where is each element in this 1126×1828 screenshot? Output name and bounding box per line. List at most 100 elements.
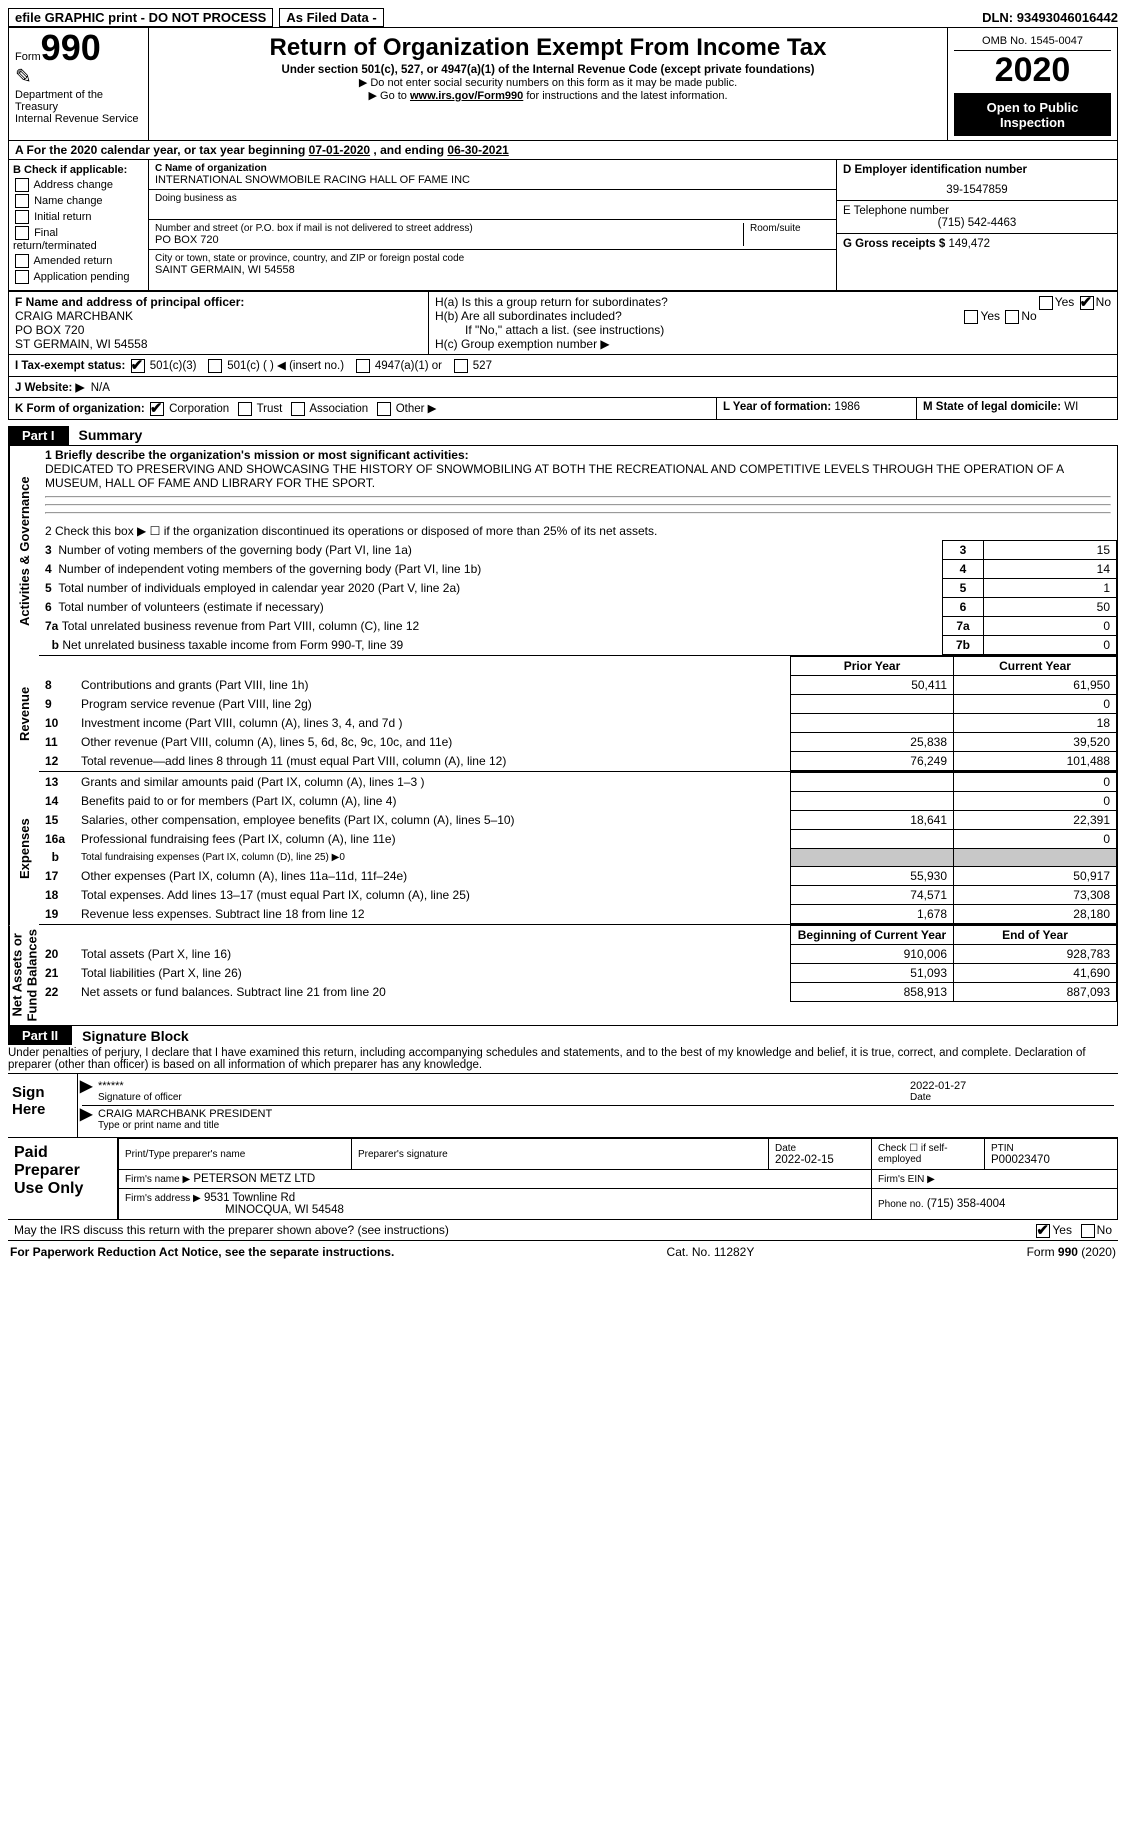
cb-other[interactable] xyxy=(377,402,391,416)
line-m: M State of legal domicile: WI xyxy=(917,398,1117,419)
vlabel-revenue: Revenue xyxy=(9,656,39,772)
val-6: 50 xyxy=(984,597,1117,616)
asfiled-label: As Filed Data - xyxy=(279,8,383,27)
val-7a: 0 xyxy=(984,616,1117,635)
subtitle-1: Under section 501(c), 527, or 4947(a)(1)… xyxy=(155,64,941,76)
dba-label: Doing business as xyxy=(155,193,830,204)
ein-value: 39-1547859 xyxy=(843,184,1111,196)
city-state-zip: SAINT GERMAIN, WI 54558 xyxy=(155,264,830,276)
phone-value: (715) 542-4463 xyxy=(843,217,1111,229)
printed-name-label: Type or print name and title xyxy=(98,1120,1110,1131)
d-label: D Employer identification number xyxy=(843,164,1111,176)
footer-center: Cat. No. 11282Y xyxy=(667,1245,755,1259)
ptin-value: P00023470 xyxy=(991,1154,1050,1166)
cb-assoc[interactable] xyxy=(291,402,305,416)
h-questions: H(a) Is this a group return for subordin… xyxy=(429,292,1117,354)
cb-501c3[interactable] xyxy=(131,359,145,373)
form-header: Form990 ✎ Department of the Treasury Int… xyxy=(8,27,1118,141)
cb-501c[interactable] xyxy=(208,359,222,373)
cb-final[interactable]: Final return/terminated xyxy=(13,226,144,252)
cb-527[interactable] xyxy=(454,359,468,373)
city-label: City or town, state or province, country… xyxy=(155,253,830,264)
col-de: D Employer identification number 39-1547… xyxy=(837,160,1117,291)
i-label: I Tax-exempt status: xyxy=(15,360,125,372)
firm-ein-label: Firm's EIN ▶ xyxy=(878,1174,935,1185)
g-label: G Gross receipts $ xyxy=(843,238,945,250)
street-address: PO BOX 720 xyxy=(155,234,743,246)
part1-tag: Part I xyxy=(8,426,69,445)
officer-name: CRAIG MARCHBANK xyxy=(15,309,422,323)
line1: 1 Briefly describe the organization's mi… xyxy=(39,446,1117,522)
vlabel-expenses: Expenses xyxy=(9,772,39,925)
footer-right: Form 990 (2020) xyxy=(1027,1245,1116,1259)
firm-addr2: MINOCQUA, WI 54548 xyxy=(125,1204,344,1216)
omb-number: OMB No. 1545-0047 xyxy=(954,32,1111,51)
header-center: Return of Organization Exempt From Incom… xyxy=(149,28,947,140)
col-b: B Check if applicable: Address change Na… xyxy=(9,160,149,291)
col-c: C Name of organization INTERNATIONAL SNO… xyxy=(149,160,837,291)
line-l: L Year of formation: 1986 xyxy=(717,398,917,419)
cb-initial[interactable]: Initial return xyxy=(13,210,144,224)
part1-header: Part I Summary xyxy=(8,426,1118,445)
sig-officer-label: Signature of officer xyxy=(98,1092,910,1103)
gross-cell: G Gross receipts $ 149,472 xyxy=(837,234,1117,254)
discuss-yes[interactable] xyxy=(1036,1224,1050,1238)
org-name: INTERNATIONAL SNOWMOBILE RACING HALL OF … xyxy=(155,174,830,186)
sign-here-block: Sign Here ▶ ****** Signature of officer … xyxy=(8,1073,1118,1138)
main-info-grid: B Check if applicable: Address change Na… xyxy=(8,160,1118,292)
line-j: J Website: ▶ N/A xyxy=(8,377,1118,398)
subtitle-2: ▶ Do not enter social security numbers o… xyxy=(155,76,941,89)
j-label: J Website: ▶ xyxy=(15,382,84,394)
footer: For Paperwork Reduction Act Notice, see … xyxy=(8,1241,1118,1263)
hdr-end: End of Year xyxy=(954,925,1117,944)
cb-name[interactable]: Name change xyxy=(13,194,144,208)
discuss-no[interactable] xyxy=(1081,1224,1095,1238)
preparer-fields: Print/Type preparer's name Preparer's si… xyxy=(118,1138,1118,1219)
sig-date: 2022-01-27 xyxy=(910,1080,1110,1092)
self-employed-cb: Check ☐ if self-employed xyxy=(872,1139,985,1170)
gov-table: 3 Number of voting members of the govern… xyxy=(39,540,1117,655)
ha-row: H(a) Is this a group return for subordin… xyxy=(435,295,1111,309)
e-label: E Telephone number xyxy=(843,205,1111,217)
dba-cell: Doing business as xyxy=(149,190,836,220)
revenue-section: Prior YearCurrent Year 8Contributions an… xyxy=(39,656,1117,772)
irs-link[interactable]: www.irs.gov/Form990 xyxy=(410,90,523,102)
hdr-prior: Prior Year xyxy=(791,656,954,675)
city-cell: City or town, state or province, country… xyxy=(149,250,836,279)
cb-pending[interactable]: Application pending xyxy=(13,270,144,284)
cb-trust[interactable] xyxy=(238,402,252,416)
vlabel-netassets: Net Assets or Fund Balances xyxy=(9,925,39,1025)
officer-addr2: ST GERMAIN, WI 54558 xyxy=(15,337,422,351)
preparer-block: Paid Preparer Use Only Print/Type prepar… xyxy=(8,1138,1118,1220)
sign-here-label: Sign Here xyxy=(8,1074,78,1137)
val-7b: 0 xyxy=(984,635,1117,654)
part2-tag: Part II xyxy=(8,1026,72,1045)
part2-header: Part II Signature Block xyxy=(8,1026,1118,1045)
sig-date-label: Date xyxy=(910,1092,1110,1103)
sign-fields: ▶ ****** Signature of officer 2022-01-27… xyxy=(78,1074,1118,1137)
firm-addr1: 9531 Townline Rd xyxy=(204,1192,295,1204)
cb-corp[interactable] xyxy=(150,402,164,416)
addr-label: Number and street (or P.O. box if mail i… xyxy=(155,223,743,234)
cb-4947[interactable] xyxy=(356,359,370,373)
irs-label: Internal Revenue Service xyxy=(15,113,142,125)
prep-date: 2022-02-15 xyxy=(775,1154,834,1166)
header-right: OMB No. 1545-0047 2020 Open to Public In… xyxy=(947,28,1117,140)
org-name-cell: C Name of organization INTERNATIONAL SNO… xyxy=(149,160,836,190)
line-i: I Tax-exempt status: 501(c)(3) 501(c) ( … xyxy=(8,355,1118,377)
year-begin: 07-01-2020 xyxy=(309,143,370,157)
line-k: K Form of organization: Corporation Trus… xyxy=(9,398,717,419)
cb-amended[interactable]: Amended return xyxy=(13,254,144,268)
rowa-mid: , and ending xyxy=(370,143,447,157)
footer-left: For Paperwork Reduction Act Notice, see … xyxy=(10,1245,394,1259)
preparer-label: Paid Preparer Use Only xyxy=(8,1138,118,1219)
subtitle-3: ▶ Go to www.irs.gov/Form990 for instruct… xyxy=(155,89,941,102)
hdr-begin: Beginning of Current Year xyxy=(791,925,954,944)
discuss-row: May the IRS discuss this return with the… xyxy=(8,1220,1118,1241)
cb-address[interactable]: Address change xyxy=(13,178,144,192)
phone-cell: E Telephone number (715) 542-4463 xyxy=(837,201,1117,234)
tax-year: 2020 xyxy=(954,51,1111,94)
signature-declaration: Under penalties of perjury, I declare th… xyxy=(8,1045,1118,1073)
c-label: C Name of organization xyxy=(155,163,830,174)
hc-row: H(c) Group exemption number ▶ xyxy=(435,337,1111,351)
